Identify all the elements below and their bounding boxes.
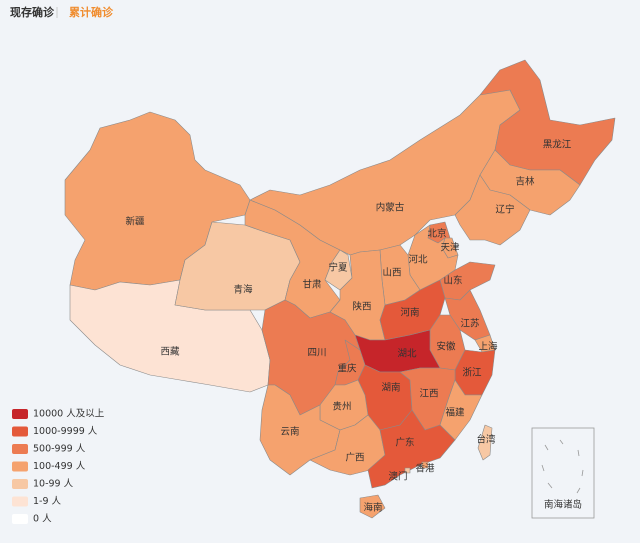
legend-label: 1-9 人: [33, 496, 62, 507]
tab[interactable]: 现存确诊: [10, 5, 55, 19]
province-label: 澳门: [388, 471, 407, 483]
province-label: 黑龙江: [543, 139, 572, 151]
tabs: 现存确诊 累计确诊: [10, 5, 114, 19]
province-label: 甘肃: [302, 279, 321, 291]
province-label: 台湾: [476, 434, 496, 446]
province[interactable]: [64, 111, 251, 291]
provinces: [64, 59, 616, 519]
province-label: 陕西: [352, 301, 371, 313]
province-label: 吉林: [515, 176, 535, 188]
legend: 10000 人及以上 1000-9999 人 500-999 人 100-499 人 1…: [12, 409, 105, 525]
legend-swatch: [12, 479, 28, 489]
province-label: 福建: [445, 407, 465, 419]
province-label: 辽宁: [495, 204, 514, 216]
province[interactable]: [404, 467, 411, 474]
legend-label: 100-499 人: [33, 461, 86, 472]
province-label: 江苏: [460, 318, 480, 330]
legend-swatch: [12, 426, 28, 437]
legend-label: 0 人: [33, 514, 52, 525]
province[interactable]: [359, 494, 386, 519]
province-label: 宁夏: [328, 262, 348, 274]
province-label: 海南: [363, 502, 382, 514]
province-label: 重庆: [337, 363, 357, 375]
province-label: 新疆: [125, 216, 145, 228]
inset-islands: [541, 439, 584, 494]
province[interactable]: [479, 59, 616, 186]
legend-label: 10-99 人: [33, 479, 74, 490]
province-label: 内蒙古: [376, 202, 405, 214]
legend-swatch: [12, 496, 28, 507]
province-label: 湖南: [381, 382, 400, 394]
province-label: 天津: [440, 243, 460, 254]
province-label: 湖北: [397, 349, 417, 360]
province-label: 西藏: [160, 346, 180, 358]
province-label: 广西: [345, 452, 364, 464]
province-label: 云南: [280, 426, 299, 438]
inset-frame: [531, 427, 595, 519]
province-label: 河北: [408, 254, 428, 266]
province-label: 浙江: [462, 367, 482, 379]
legend-swatch: [12, 444, 28, 454]
province[interactable]: [454, 174, 531, 246]
province-label: 青海: [233, 284, 253, 296]
tab[interactable]: 累计确诊: [69, 5, 114, 19]
province-label: 江西: [419, 389, 438, 400]
province-label: 北京: [427, 228, 446, 240]
inset-label: 南海诸岛: [544, 499, 582, 511]
legend-label: 1000-9999 人: [33, 426, 98, 437]
province[interactable]: [477, 424, 493, 461]
province-label: 安徽: [436, 341, 456, 353]
province[interactable]: [367, 409, 456, 489]
province-label: 河南: [400, 307, 419, 319]
province-label: 上海: [478, 341, 498, 353]
province-label: 香港: [415, 463, 435, 475]
legend-label: 500-999 人: [33, 444, 86, 455]
province-label: 山东: [443, 275, 462, 287]
province[interactable]: [421, 461, 429, 469]
legend-label: 10000 人及以上: [33, 409, 105, 420]
province-label: 四川: [307, 348, 326, 359]
legend-swatch: [12, 461, 28, 472]
legend-swatch: [12, 409, 28, 419]
province-label: 广东: [395, 437, 414, 449]
province-label: 贵州: [332, 401, 351, 413]
province-label: 山西: [382, 268, 401, 279]
legend-swatch: [12, 514, 28, 524]
